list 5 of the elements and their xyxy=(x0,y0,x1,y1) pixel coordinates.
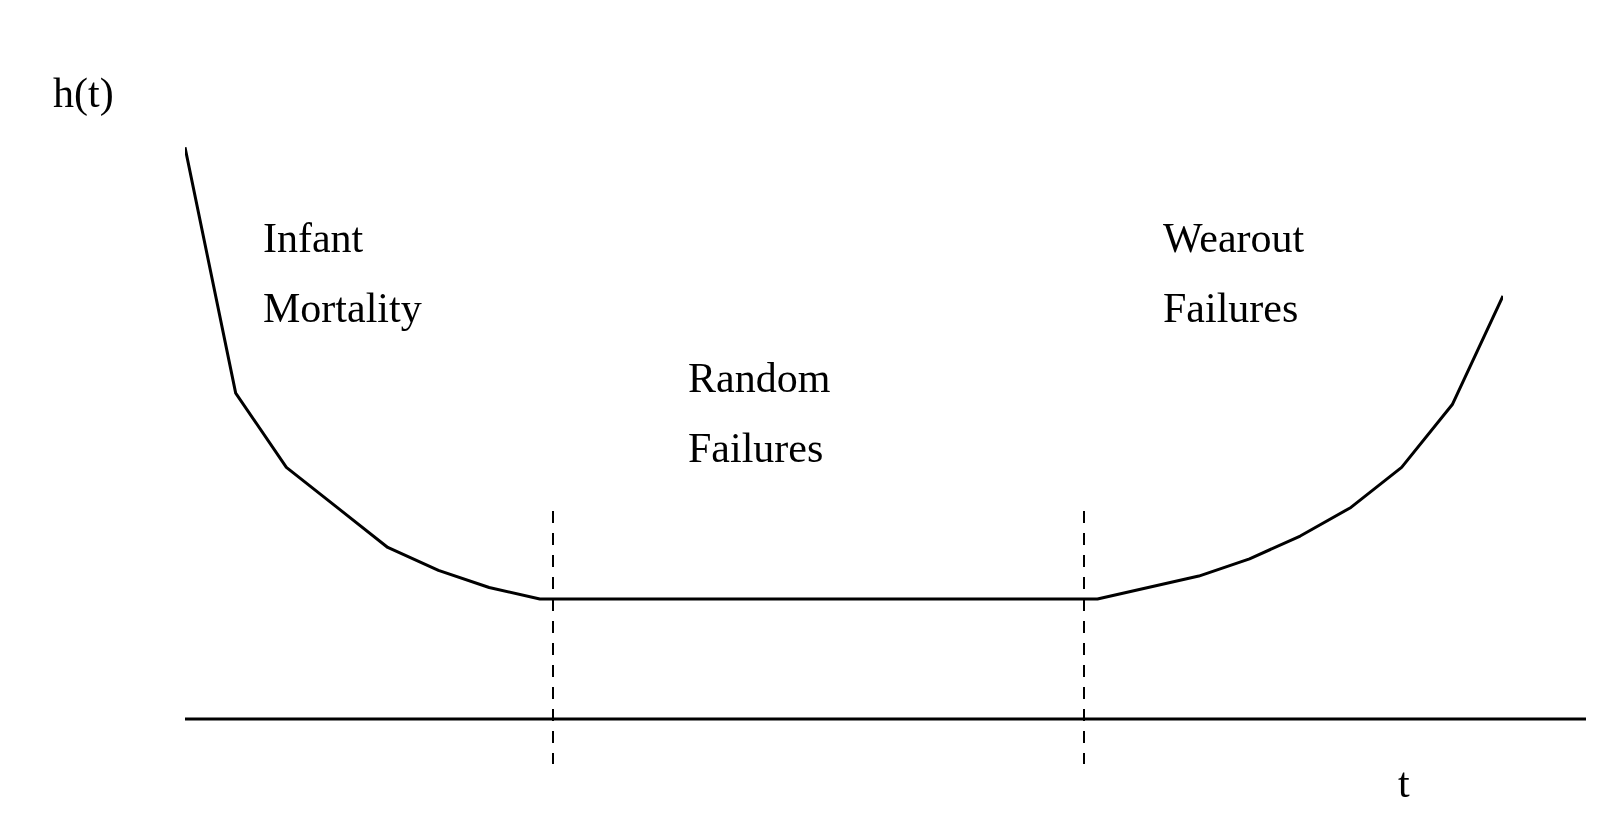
x-axis-title: t xyxy=(1398,759,1410,808)
annotation: Wearout Failures xyxy=(1163,214,1305,333)
annotation: Infant Mortality xyxy=(263,214,422,333)
annotation: Random Failures xyxy=(688,354,831,473)
y-axis-title: h(t) xyxy=(53,69,114,118)
